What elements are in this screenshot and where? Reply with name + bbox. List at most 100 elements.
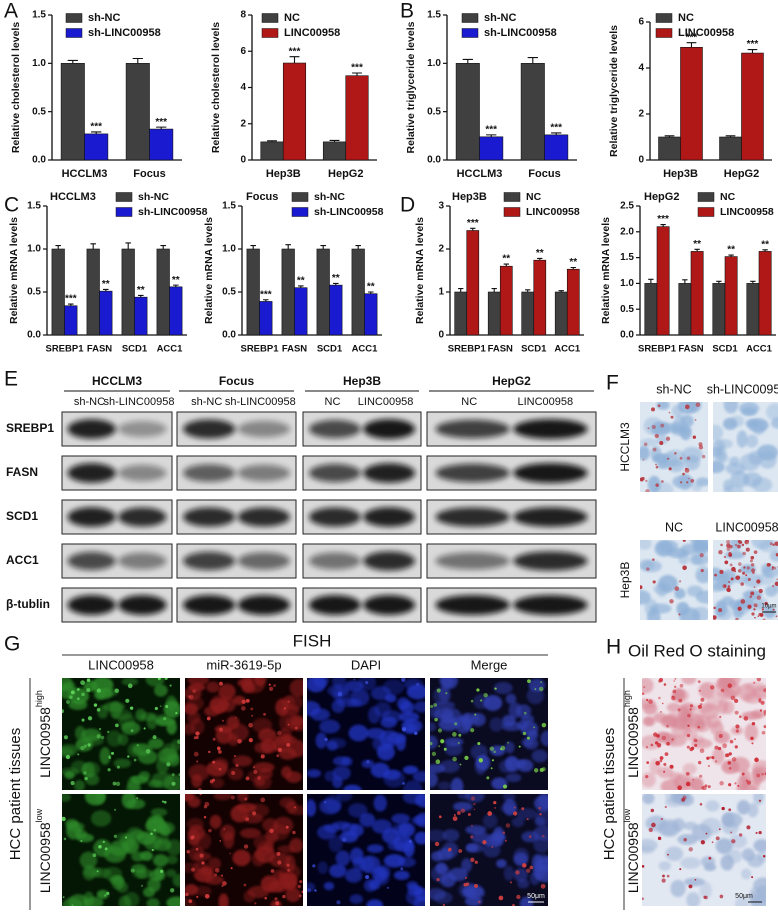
cell	[206, 681, 220, 693]
droplet	[87, 716, 93, 721]
droplet	[660, 817, 664, 821]
droplet	[678, 613, 681, 616]
droplet	[70, 690, 75, 695]
y-tick-label: 0	[638, 155, 644, 166]
droplet	[287, 700, 291, 704]
droplet	[709, 685, 715, 690]
bar	[554, 291, 568, 336]
droplet	[493, 800, 497, 805]
cell	[470, 712, 486, 727]
cell	[501, 714, 516, 727]
droplet	[464, 876, 467, 879]
droplet	[493, 750, 496, 754]
side-label: HCC patient tissues	[601, 728, 618, 861]
droplet	[688, 477, 690, 480]
cell	[690, 714, 712, 733]
cell	[82, 864, 96, 881]
cell	[384, 693, 397, 703]
cell	[660, 779, 681, 790]
cell	[430, 864, 452, 883]
cell	[204, 706, 220, 717]
droplet	[400, 867, 404, 871]
bar	[121, 248, 135, 336]
cell	[658, 861, 672, 871]
droplet	[771, 584, 775, 588]
panel-label: H	[606, 636, 621, 659]
fish-image	[430, 794, 548, 906]
droplet	[715, 836, 720, 841]
cell	[307, 700, 321, 716]
bar	[86, 248, 100, 336]
cell	[713, 424, 724, 441]
error-bar	[648, 278, 654, 284]
droplet	[538, 806, 542, 810]
droplet	[717, 746, 722, 751]
droplet	[252, 811, 257, 816]
error-bar	[747, 49, 758, 54]
droplet	[477, 742, 481, 746]
droplet	[229, 852, 232, 855]
cell	[670, 879, 686, 898]
row-label: LINC00958high	[34, 690, 52, 778]
cell	[165, 869, 177, 878]
droplet	[756, 773, 761, 778]
y-tick-label: 1.5	[620, 252, 634, 263]
bar	[329, 284, 343, 336]
cell	[343, 784, 362, 790]
droplet	[294, 726, 298, 730]
droplet	[742, 571, 746, 575]
droplet	[744, 540, 750, 545]
droplet	[726, 587, 731, 593]
blot-band	[363, 595, 416, 615]
droplet	[526, 818, 529, 821]
cell	[153, 684, 168, 697]
y-tick-label: 1.5	[222, 201, 236, 212]
droplet	[127, 755, 130, 758]
droplet	[80, 745, 85, 751]
droplet	[686, 733, 691, 738]
droplet	[151, 849, 154, 852]
droplet	[513, 811, 518, 816]
bar	[60, 63, 85, 161]
droplet	[740, 582, 744, 586]
droplet	[152, 735, 157, 740]
error-bar	[132, 57, 143, 64]
droplet	[674, 452, 677, 455]
significance-label: ***	[289, 46, 301, 57]
droplet	[682, 540, 686, 542]
droplet	[366, 760, 370, 764]
droplet	[199, 853, 204, 858]
droplet	[723, 555, 727, 559]
cell	[136, 832, 157, 845]
droplet	[474, 713, 477, 716]
droplet	[264, 896, 268, 900]
droplet	[401, 678, 406, 683]
droplet	[86, 678, 91, 682]
significance-label: **	[367, 282, 375, 293]
cell	[642, 678, 654, 694]
significance-label: **	[102, 279, 110, 290]
droplet	[171, 781, 176, 786]
droplet	[742, 551, 746, 556]
droplet	[646, 761, 650, 765]
droplet	[661, 878, 666, 883]
blot-band	[118, 420, 167, 438]
y-tick-label: 2	[438, 244, 444, 255]
droplet	[443, 747, 447, 751]
cell	[699, 881, 713, 899]
droplet	[704, 895, 708, 900]
droplet	[491, 846, 494, 848]
droplet	[684, 404, 690, 410]
cell	[348, 803, 368, 818]
droplet	[62, 709, 64, 714]
staining-image	[713, 402, 778, 492]
x-tick-label: SREBP1	[45, 344, 84, 355]
droplet	[735, 575, 741, 580]
cell	[430, 735, 438, 750]
droplet	[689, 708, 692, 711]
droplet	[692, 778, 695, 781]
cell	[335, 850, 351, 867]
cell	[84, 773, 100, 786]
oil-image	[642, 678, 766, 790]
droplet	[658, 696, 661, 700]
